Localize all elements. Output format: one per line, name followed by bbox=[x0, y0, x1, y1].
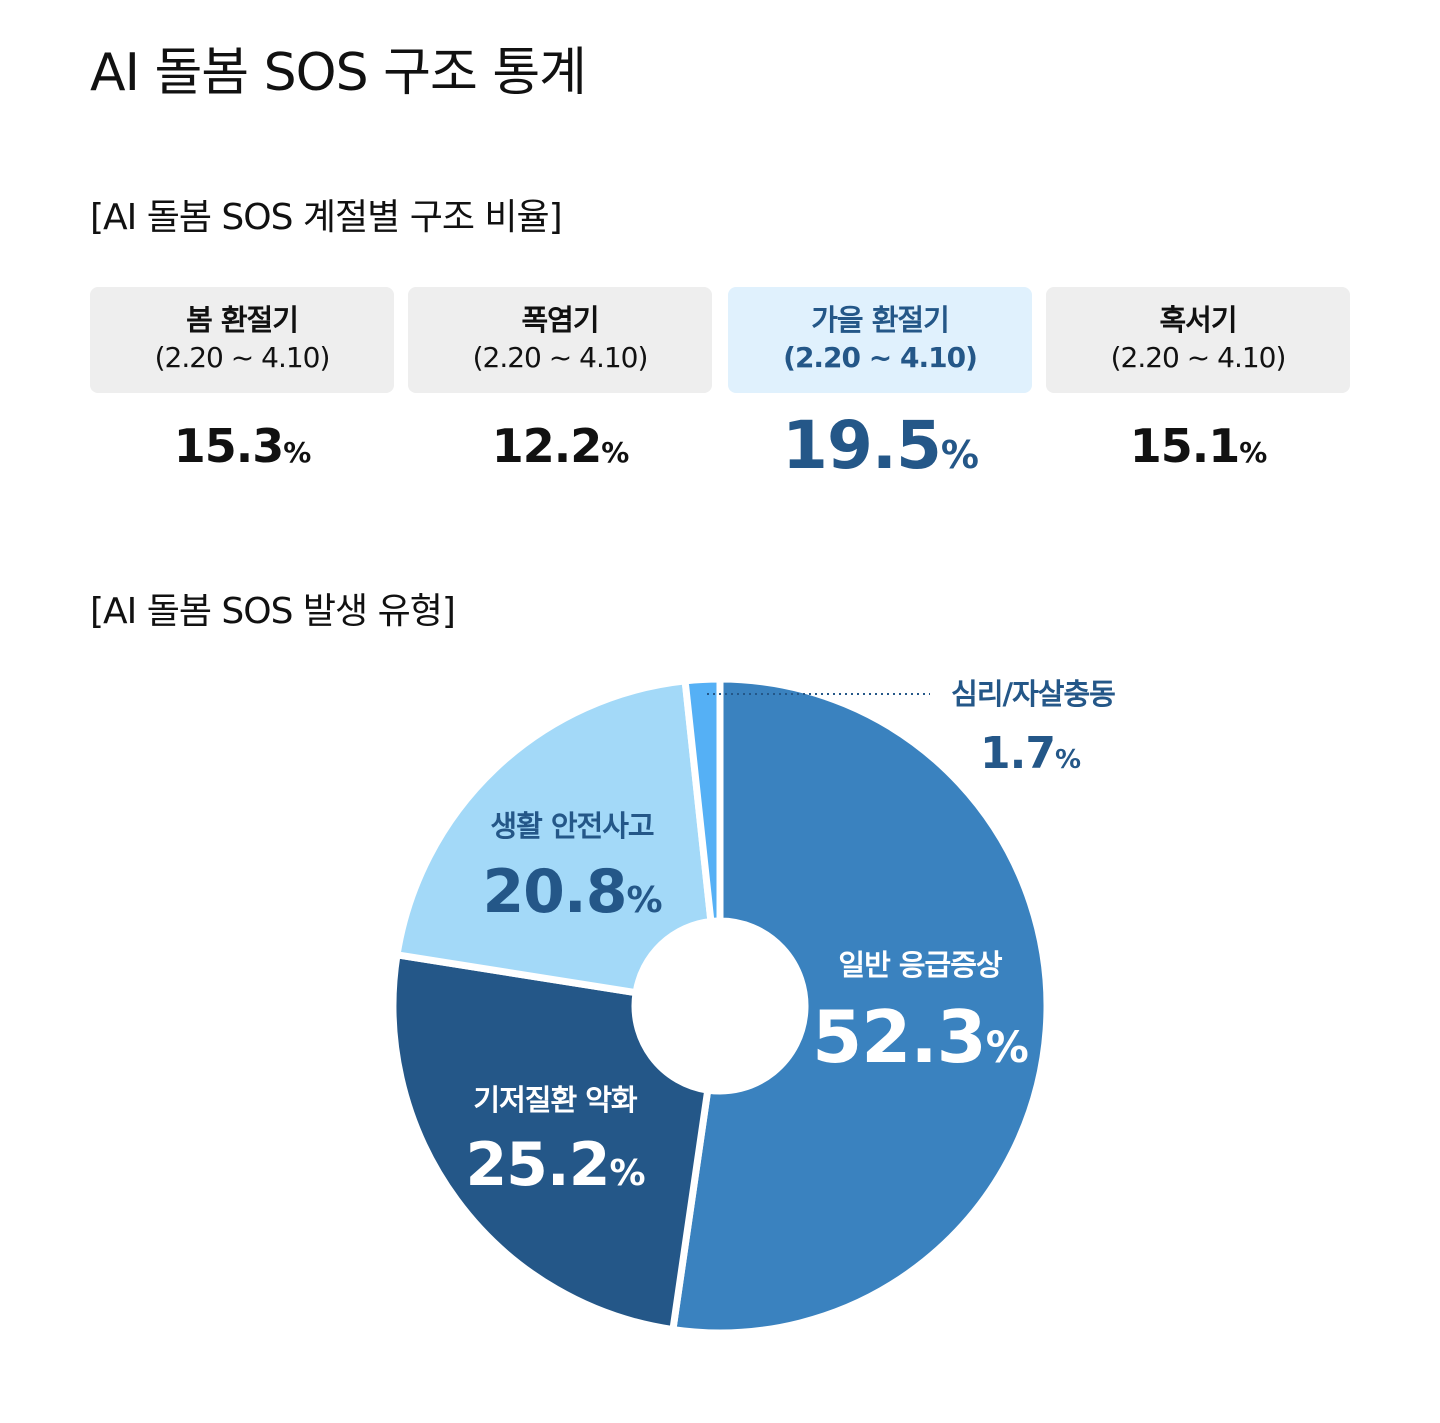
season-value-unit: % bbox=[940, 433, 979, 477]
slice-label: 일반 응급증상 bbox=[838, 948, 1002, 982]
season-value: 19.5% bbox=[728, 408, 1032, 493]
slice-value-unit: % bbox=[626, 880, 661, 921]
season-value-unit: % bbox=[601, 436, 629, 469]
slice-value-number: 1.7 bbox=[980, 728, 1055, 779]
slice-label: 생활 안전사고 bbox=[490, 809, 653, 843]
pie-slice bbox=[668, 675, 1051, 1337]
pie-slice bbox=[393, 677, 715, 997]
season-name: 폭염기 bbox=[521, 303, 599, 337]
season-card: 봄 환절기 (2.20 ~ 4.10) bbox=[90, 287, 394, 393]
season-card: 폭염기 (2.20 ~ 4.10) bbox=[408, 287, 712, 393]
slice-value: 52.3% bbox=[812, 995, 1028, 1079]
season-name: 봄 환절기 bbox=[186, 303, 299, 337]
season-name: 혹서기 bbox=[1159, 303, 1237, 337]
season-range: (2.20 ~ 4.10) bbox=[783, 341, 978, 374]
season-value-unit: % bbox=[1239, 436, 1267, 469]
slice-value-number: 52.3 bbox=[812, 995, 986, 1079]
season-value-number: 15.3 bbox=[173, 419, 284, 473]
season-range: (2.20 ~ 4.10) bbox=[154, 341, 331, 374]
slice-value-unit: % bbox=[1055, 745, 1081, 775]
season-card: 가을 환절기 (2.20 ~ 4.10) bbox=[728, 287, 1032, 393]
slice-value: 25.2% bbox=[465, 1130, 644, 1200]
season-value-number: 19.5 bbox=[782, 407, 942, 484]
season-value: 12.2% bbox=[408, 418, 712, 481]
slice-value-unit: % bbox=[986, 1023, 1028, 1073]
slice-value: 20.8% bbox=[482, 857, 661, 927]
slice-value-number: 25.2 bbox=[465, 1130, 609, 1200]
pie-slice bbox=[389, 950, 712, 1334]
season-value-number: 15.1 bbox=[1129, 419, 1240, 473]
season-value: 15.3% bbox=[90, 418, 394, 481]
season-range: (2.20 ~ 4.10) bbox=[472, 341, 649, 374]
season-heading: [AI 돌봄 SOS 계절별 구조 비율] bbox=[90, 197, 563, 238]
slice-label: 심리/자살충동 bbox=[951, 677, 1115, 711]
type-heading: [AI 돌봄 SOS 발생 유형] bbox=[90, 591, 456, 632]
pie-slice bbox=[681, 675, 724, 926]
season-value: 15.1% bbox=[1046, 418, 1350, 481]
season-card: 혹서기 (2.20 ~ 4.10) bbox=[1046, 287, 1350, 393]
slice-value-unit: % bbox=[609, 1153, 644, 1194]
slice-label: 기저질환 악화 bbox=[473, 1083, 637, 1117]
season-name: 가을 환절기 bbox=[811, 303, 950, 337]
slice-value-number: 20.8 bbox=[482, 857, 626, 927]
season-value-unit: % bbox=[283, 436, 311, 469]
season-value-number: 12.2 bbox=[491, 419, 602, 473]
season-range: (2.20 ~ 4.10) bbox=[1110, 341, 1287, 374]
page-title: AI 돌봄 SOS 구조 통계 bbox=[90, 43, 587, 103]
slice-value: 1.7% bbox=[980, 728, 1081, 779]
